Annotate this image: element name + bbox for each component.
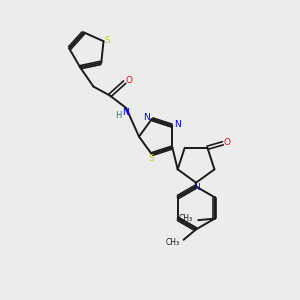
Text: H: H	[115, 111, 121, 120]
Text: CH₃: CH₃	[165, 238, 179, 247]
Text: N: N	[122, 108, 129, 117]
Text: N: N	[174, 119, 181, 128]
Text: N: N	[144, 113, 150, 122]
Text: S: S	[104, 36, 110, 45]
Text: CH₃: CH₃	[179, 214, 193, 224]
Text: O: O	[125, 76, 132, 85]
Text: O: O	[224, 138, 230, 147]
Text: N: N	[193, 183, 200, 192]
Text: S: S	[148, 154, 154, 164]
